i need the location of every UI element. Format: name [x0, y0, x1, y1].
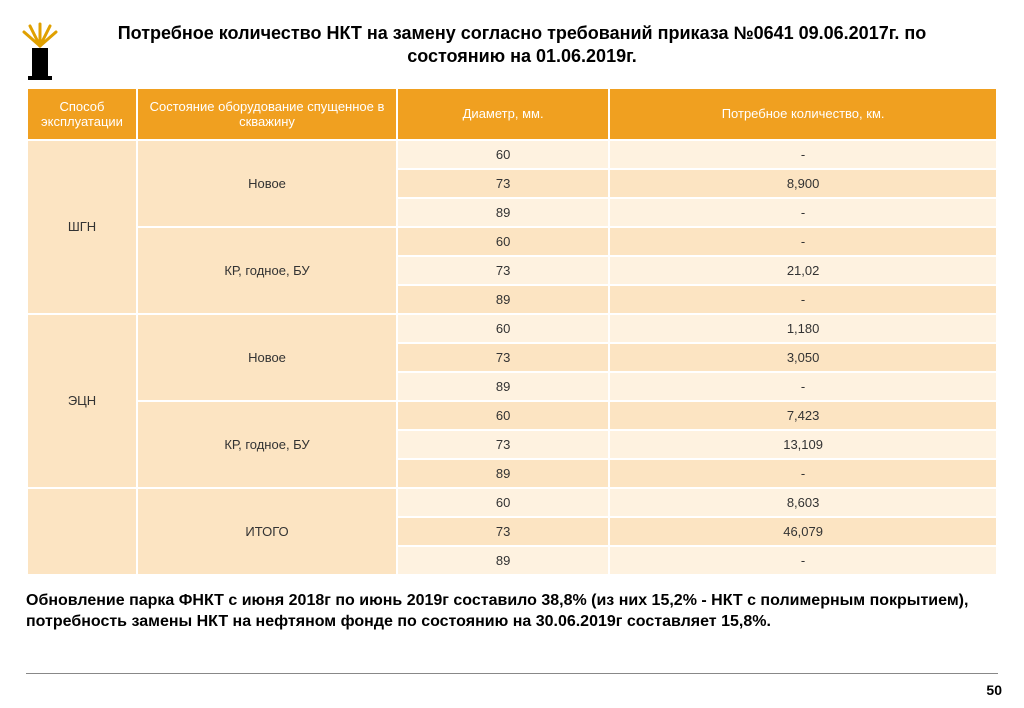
bottom-divider: [26, 673, 998, 674]
cell-method: ШГН: [27, 140, 137, 314]
cell-condition: ИТОГО: [137, 488, 397, 575]
cell-quantity: -: [609, 546, 997, 575]
col-quantity: Потребное количество, км.: [609, 88, 997, 140]
cell-diameter: 89: [397, 198, 609, 227]
cell-quantity: 46,079: [609, 517, 997, 546]
cell-quantity: 3,050: [609, 343, 997, 372]
cell-diameter: 60: [397, 401, 609, 430]
cell-condition: КР, годное, БУ: [137, 401, 397, 488]
col-method: Способ эксплуатации: [27, 88, 137, 140]
table-header-row: Способ эксплуатации Состояние оборудован…: [27, 88, 997, 140]
cell-diameter: 89: [397, 459, 609, 488]
footer-note: Обновление парка ФНКТ с июня 2018г по ию…: [26, 590, 998, 633]
cell-condition: Новое: [137, 314, 397, 401]
cell-diameter: 73: [397, 517, 609, 546]
cell-diameter: 60: [397, 488, 609, 517]
cell-quantity: 7,423: [609, 401, 997, 430]
table-row: ШГННовое60-: [27, 140, 997, 169]
cell-quantity: -: [609, 140, 997, 169]
cell-quantity: 1,180: [609, 314, 997, 343]
table-row: ЭЦННовое601,180: [27, 314, 997, 343]
col-diameter: Диаметр, мм.: [397, 88, 609, 140]
cell-quantity: 21,02: [609, 256, 997, 285]
cell-diameter: 60: [397, 314, 609, 343]
cell-quantity: -: [609, 198, 997, 227]
table-row: ИТОГО608,603: [27, 488, 997, 517]
cell-diameter: 73: [397, 256, 609, 285]
cell-diameter: 60: [397, 140, 609, 169]
cell-condition: Новое: [137, 140, 397, 227]
cell-quantity: 8,603: [609, 488, 997, 517]
cell-diameter: 89: [397, 546, 609, 575]
cell-quantity: -: [609, 459, 997, 488]
cell-method: [27, 488, 137, 575]
cell-method: ЭЦН: [27, 314, 137, 488]
cell-quantity: -: [609, 227, 997, 256]
cell-quantity: 13,109: [609, 430, 997, 459]
page-title: Потребное количество НКТ на замену согла…: [86, 18, 958, 69]
cell-quantity: -: [609, 285, 997, 314]
cell-diameter: 60: [397, 227, 609, 256]
col-condition: Состояние оборудование спущенное в скваж…: [137, 88, 397, 140]
cell-diameter: 89: [397, 372, 609, 401]
cell-diameter: 73: [397, 169, 609, 198]
cell-diameter: 73: [397, 430, 609, 459]
table-row: КР, годное, БУ607,423: [27, 401, 997, 430]
cell-diameter: 73: [397, 343, 609, 372]
nkt-requirement-table: Способ эксплуатации Состояние оборудован…: [26, 87, 998, 576]
table-row: КР, годное, БУ60-: [27, 227, 997, 256]
cell-quantity: -: [609, 372, 997, 401]
company-logo: [18, 20, 62, 80]
cell-condition: КР, годное, БУ: [137, 227, 397, 314]
cell-diameter: 89: [397, 285, 609, 314]
page-number: 50: [986, 682, 1002, 698]
cell-quantity: 8,900: [609, 169, 997, 198]
